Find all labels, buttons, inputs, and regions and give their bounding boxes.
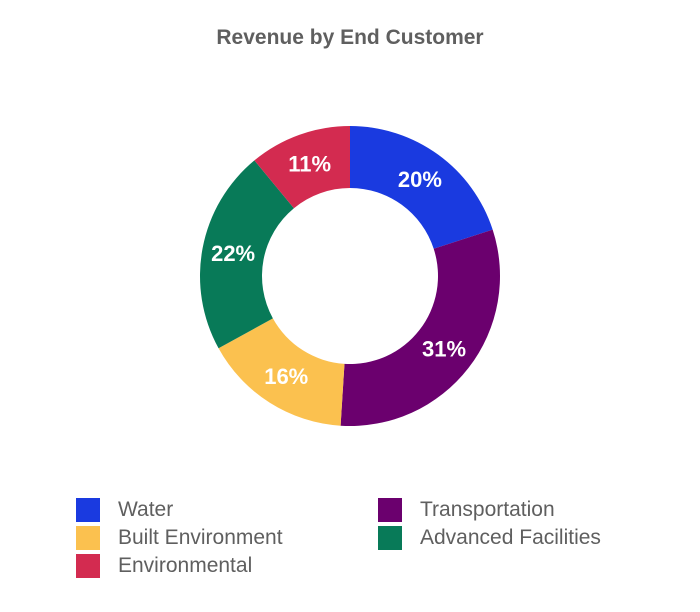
data-label-environmental: 11%	[288, 152, 331, 177]
donut-slice-environmental	[254, 126, 350, 209]
data-label-water: 20%	[398, 167, 442, 192]
chart-title: Revenue by End Customer	[216, 26, 484, 49]
data-label-advanced-facilities: 22%	[211, 241, 255, 266]
donut-slice-built-environment	[218, 318, 345, 426]
donut-slice-water	[350, 126, 493, 249]
donut-slice-transportation	[340, 229, 500, 426]
data-label-built-environment: 16%	[264, 364, 308, 389]
data-label-transportation: 31%	[422, 336, 466, 361]
donut-slice-advanced-facilities	[200, 160, 294, 349]
